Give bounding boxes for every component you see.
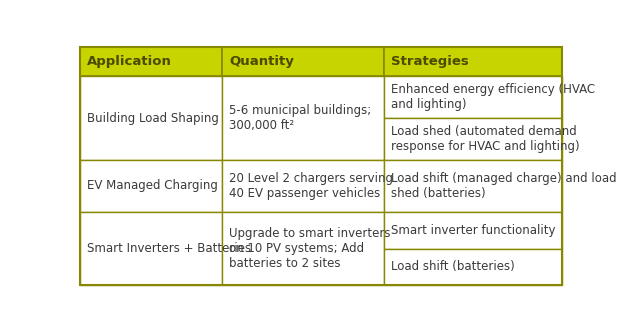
Bar: [222, 160, 384, 212]
Bar: [384, 248, 562, 285]
Text: Application: Application: [87, 55, 172, 68]
Bar: [384, 160, 562, 212]
Bar: [222, 47, 384, 76]
Text: Load shed (automated demand
response for HVAC and lighting): Load shed (automated demand response for…: [391, 125, 580, 153]
Text: Upgrade to smart inverters
on 10 PV systems; Add
batteries to 2 sites: Upgrade to smart inverters on 10 PV syst…: [229, 227, 391, 270]
Text: 20 Level 2 chargers serving
40 EV passenger vehicles: 20 Level 2 chargers serving 40 EV passen…: [229, 172, 393, 200]
Bar: [222, 212, 384, 285]
Bar: [384, 212, 562, 248]
Text: Load shift (batteries): Load shift (batteries): [391, 260, 515, 273]
Text: Strategies: Strategies: [391, 55, 469, 68]
Bar: [384, 47, 562, 76]
Text: Smart inverter functionality: Smart inverter functionality: [391, 224, 555, 237]
Bar: [384, 118, 562, 160]
Bar: [80, 160, 222, 212]
Bar: [80, 76, 222, 160]
Text: EV Managed Charging: EV Managed Charging: [87, 179, 218, 192]
Text: Enhanced energy efficiency (HVAC
and lighting): Enhanced energy efficiency (HVAC and lig…: [391, 83, 595, 111]
Bar: [80, 47, 222, 76]
Text: Building Load Shaping: Building Load Shaping: [87, 112, 218, 124]
Bar: [80, 212, 222, 285]
Text: Quantity: Quantity: [229, 55, 294, 68]
Text: Load shift (managed charge) and load
shed (batteries): Load shift (managed charge) and load she…: [391, 172, 617, 200]
Text: 5-6 municipal buildings;
300,000 ft²: 5-6 municipal buildings; 300,000 ft²: [229, 104, 371, 132]
Bar: [384, 76, 562, 118]
Bar: [222, 76, 384, 160]
Text: Smart Inverters + Batteries: Smart Inverters + Batteries: [87, 242, 251, 255]
